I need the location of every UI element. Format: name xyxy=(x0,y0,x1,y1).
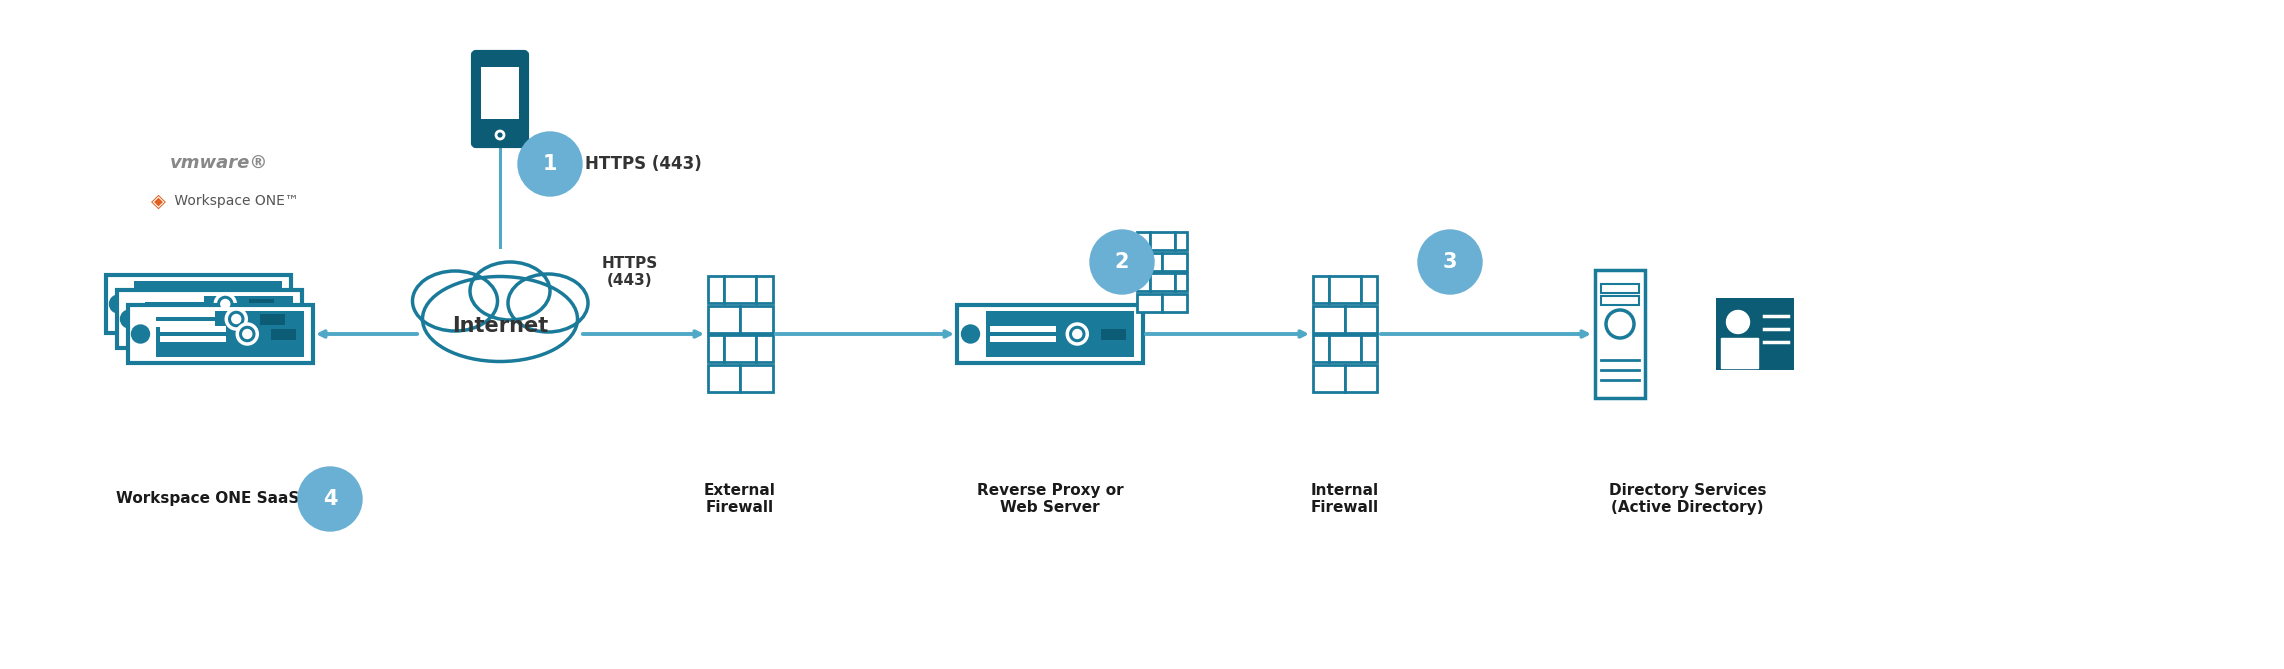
FancyBboxPatch shape xyxy=(1601,296,1640,305)
FancyBboxPatch shape xyxy=(1345,306,1377,332)
Text: 4: 4 xyxy=(322,489,338,509)
Circle shape xyxy=(962,325,980,343)
FancyBboxPatch shape xyxy=(724,335,756,363)
Text: Directory Services
(Active Directory): Directory Services (Active Directory) xyxy=(1608,483,1766,515)
FancyBboxPatch shape xyxy=(1149,232,1174,250)
Ellipse shape xyxy=(413,271,498,331)
Circle shape xyxy=(132,325,148,343)
FancyBboxPatch shape xyxy=(1601,284,1640,293)
FancyBboxPatch shape xyxy=(137,306,203,312)
FancyBboxPatch shape xyxy=(482,67,518,119)
FancyBboxPatch shape xyxy=(1101,328,1126,339)
FancyBboxPatch shape xyxy=(105,275,290,333)
FancyBboxPatch shape xyxy=(1137,294,1163,312)
FancyBboxPatch shape xyxy=(1163,294,1188,312)
Circle shape xyxy=(226,309,247,329)
FancyBboxPatch shape xyxy=(249,298,274,310)
FancyBboxPatch shape xyxy=(1361,276,1377,303)
FancyBboxPatch shape xyxy=(116,290,301,348)
FancyBboxPatch shape xyxy=(155,311,304,357)
Circle shape xyxy=(242,330,251,339)
FancyBboxPatch shape xyxy=(1313,306,1345,332)
Text: Reverse Proxy or
Web Server: Reverse Proxy or Web Server xyxy=(978,483,1124,515)
FancyBboxPatch shape xyxy=(272,328,297,339)
Text: ◈: ◈ xyxy=(151,191,164,211)
Text: Internal
Firewall: Internal Firewall xyxy=(1311,483,1380,515)
FancyBboxPatch shape xyxy=(1137,231,1188,313)
Text: 3: 3 xyxy=(1443,252,1457,272)
Circle shape xyxy=(1067,324,1087,344)
FancyBboxPatch shape xyxy=(708,275,772,393)
Text: vmware®: vmware® xyxy=(169,155,270,173)
FancyBboxPatch shape xyxy=(473,52,528,146)
FancyBboxPatch shape xyxy=(128,305,313,363)
FancyBboxPatch shape xyxy=(1594,270,1644,398)
FancyBboxPatch shape xyxy=(1137,232,1149,250)
FancyBboxPatch shape xyxy=(148,310,215,317)
Circle shape xyxy=(231,314,240,324)
FancyBboxPatch shape xyxy=(1329,335,1361,363)
FancyBboxPatch shape xyxy=(708,306,740,332)
Circle shape xyxy=(215,294,235,314)
Circle shape xyxy=(222,300,231,308)
Circle shape xyxy=(238,324,258,344)
Circle shape xyxy=(297,467,361,531)
FancyBboxPatch shape xyxy=(1174,232,1188,250)
Text: Workspace ONE SaaS: Workspace ONE SaaS xyxy=(116,492,299,506)
Circle shape xyxy=(1606,310,1633,338)
Text: 2: 2 xyxy=(1115,252,1128,272)
FancyBboxPatch shape xyxy=(144,296,292,342)
Text: HTTPS (443): HTTPS (443) xyxy=(585,155,701,173)
Circle shape xyxy=(518,132,582,196)
FancyBboxPatch shape xyxy=(1137,253,1163,271)
FancyBboxPatch shape xyxy=(148,320,215,327)
FancyBboxPatch shape xyxy=(708,335,724,363)
FancyBboxPatch shape xyxy=(1313,275,1377,393)
Circle shape xyxy=(1418,230,1482,294)
FancyBboxPatch shape xyxy=(1163,253,1188,271)
FancyBboxPatch shape xyxy=(1149,273,1174,291)
Circle shape xyxy=(1727,310,1750,334)
Circle shape xyxy=(1089,230,1153,294)
FancyBboxPatch shape xyxy=(1313,365,1345,392)
FancyBboxPatch shape xyxy=(1313,276,1329,303)
FancyBboxPatch shape xyxy=(957,305,1142,363)
FancyBboxPatch shape xyxy=(724,276,756,303)
FancyBboxPatch shape xyxy=(708,276,724,303)
FancyBboxPatch shape xyxy=(740,365,772,392)
FancyBboxPatch shape xyxy=(160,336,226,343)
Text: 1: 1 xyxy=(544,154,557,174)
FancyBboxPatch shape xyxy=(260,314,286,324)
FancyBboxPatch shape xyxy=(989,326,1055,332)
FancyBboxPatch shape xyxy=(740,306,772,332)
FancyBboxPatch shape xyxy=(756,335,772,363)
FancyBboxPatch shape xyxy=(132,281,281,327)
FancyBboxPatch shape xyxy=(1345,365,1377,392)
Circle shape xyxy=(496,131,505,139)
FancyBboxPatch shape xyxy=(984,311,1133,357)
Text: External
Firewall: External Firewall xyxy=(703,483,777,515)
FancyBboxPatch shape xyxy=(1329,276,1361,303)
Ellipse shape xyxy=(471,262,550,320)
Text: Internet: Internet xyxy=(452,316,548,336)
Circle shape xyxy=(1073,330,1083,339)
FancyBboxPatch shape xyxy=(1174,273,1188,291)
Polygon shape xyxy=(1722,338,1759,368)
FancyBboxPatch shape xyxy=(1313,335,1329,363)
FancyBboxPatch shape xyxy=(1137,273,1149,291)
Ellipse shape xyxy=(507,274,587,332)
FancyBboxPatch shape xyxy=(989,336,1055,343)
Circle shape xyxy=(110,295,128,313)
Ellipse shape xyxy=(423,276,578,361)
FancyBboxPatch shape xyxy=(137,296,203,302)
FancyBboxPatch shape xyxy=(708,365,740,392)
Circle shape xyxy=(121,310,139,328)
FancyBboxPatch shape xyxy=(1715,298,1793,370)
FancyBboxPatch shape xyxy=(756,276,772,303)
FancyBboxPatch shape xyxy=(160,326,226,332)
Text: Workspace ONE™: Workspace ONE™ xyxy=(169,194,299,208)
Text: HTTPS
(443): HTTPS (443) xyxy=(603,256,658,288)
FancyBboxPatch shape xyxy=(1361,335,1377,363)
